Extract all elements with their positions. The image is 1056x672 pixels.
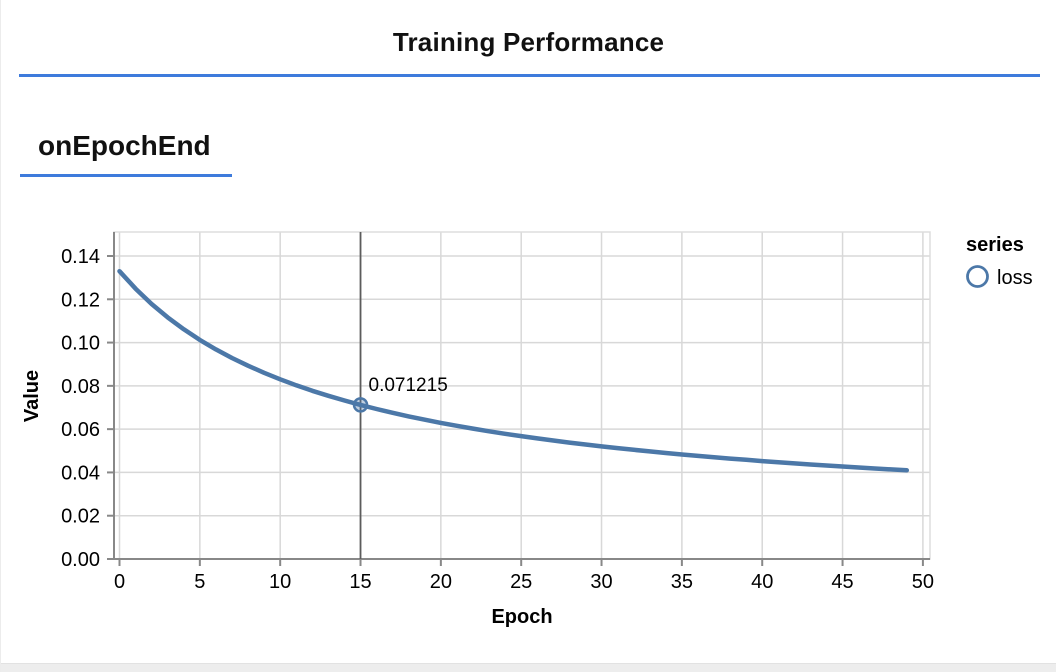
x-tick-label: 30 [590, 571, 612, 593]
y-tick-label: 0.00 [61, 549, 100, 571]
title-divider-rule [19, 74, 1040, 77]
y-tick-label: 0.10 [61, 333, 100, 355]
x-tick-label: 5 [194, 571, 205, 593]
x-tick-label: 15 [349, 571, 371, 593]
y-tick-label: 0.02 [61, 506, 100, 528]
x-tick-label: 45 [831, 571, 853, 593]
y-axis-title: Value [21, 370, 43, 422]
page-title: Training Performance [392, 27, 665, 57]
legend-title: series [966, 234, 1024, 256]
x-axis-title: Epoch [491, 606, 552, 628]
tooltip-value: 0.071215 [369, 375, 448, 396]
y-tick-label: 0.14 [61, 246, 100, 268]
section-heading-onepochend: onEpochEnd [20, 130, 232, 177]
section-heading-label: onEpochEnd [38, 130, 211, 161]
legend-item-label: loss [997, 267, 1033, 289]
x-tick-label: 0 [114, 571, 125, 593]
y-tick-label: 0.08 [61, 376, 100, 398]
x-tick-label: 40 [751, 571, 773, 593]
y-tick-label: 0.12 [61, 289, 100, 311]
footer-scroll-strip [1, 663, 1056, 672]
y-tick-label: 0.06 [61, 419, 100, 441]
x-tick-label: 10 [269, 571, 291, 593]
highlight-marker [352, 397, 369, 413]
plot-hover-area[interactable] [114, 232, 930, 559]
x-tick-label: 20 [430, 571, 452, 593]
y-tick-label: 0.04 [61, 462, 100, 484]
loss-curve [117, 268, 910, 473]
x-tick-label: 50 [912, 571, 934, 593]
x-tick-label: 25 [510, 571, 532, 593]
legend-marker-circle [966, 265, 989, 288]
x-tick-label: 35 [671, 571, 693, 593]
